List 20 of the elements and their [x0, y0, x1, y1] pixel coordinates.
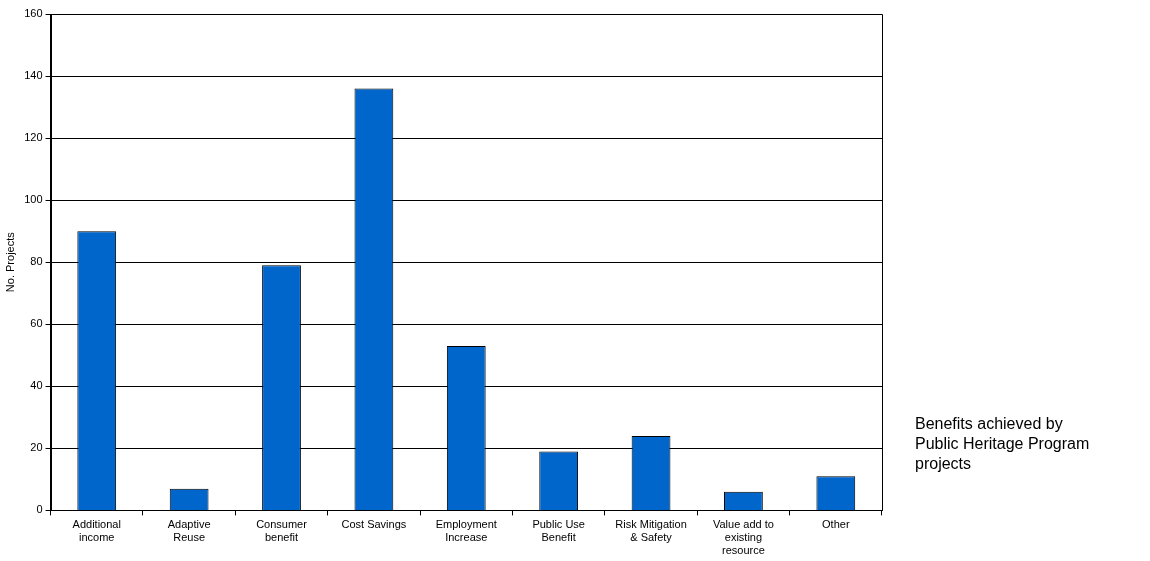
y-tick-label: 160	[24, 7, 43, 20]
y-tick-label: 40	[30, 379, 43, 392]
x-tick-label: Additional income	[72, 518, 121, 544]
x-tick-label: Other	[822, 518, 850, 531]
y-tick-label: 100	[24, 193, 43, 206]
x-tick-label: Consumer benefit	[256, 518, 308, 544]
x-tick-label: Public Use Benefit	[532, 518, 585, 544]
text: Benefits achieved by Public Heritage Program projects	[915, 414, 1091, 474]
y-tick-label: 0	[36, 503, 43, 516]
y-tick-label: 120	[24, 131, 43, 144]
y-tick-label: 60	[30, 317, 43, 330]
x-tick-label: Employment Increase	[435, 518, 497, 544]
y-tick-label: 80	[30, 255, 43, 268]
y-tick-label: 140	[24, 69, 43, 82]
y-axis-title: No. Projects	[3, 231, 16, 293]
x-tick-label: Value add to existing resource	[712, 518, 774, 557]
y-tick-label: 20	[30, 441, 43, 454]
x-tick-label: Adaptive Reuse	[167, 518, 211, 544]
x-tick-label: Risk Mitigation & Safety	[615, 518, 687, 544]
x-tick-label: Cost Savings	[341, 518, 407, 531]
